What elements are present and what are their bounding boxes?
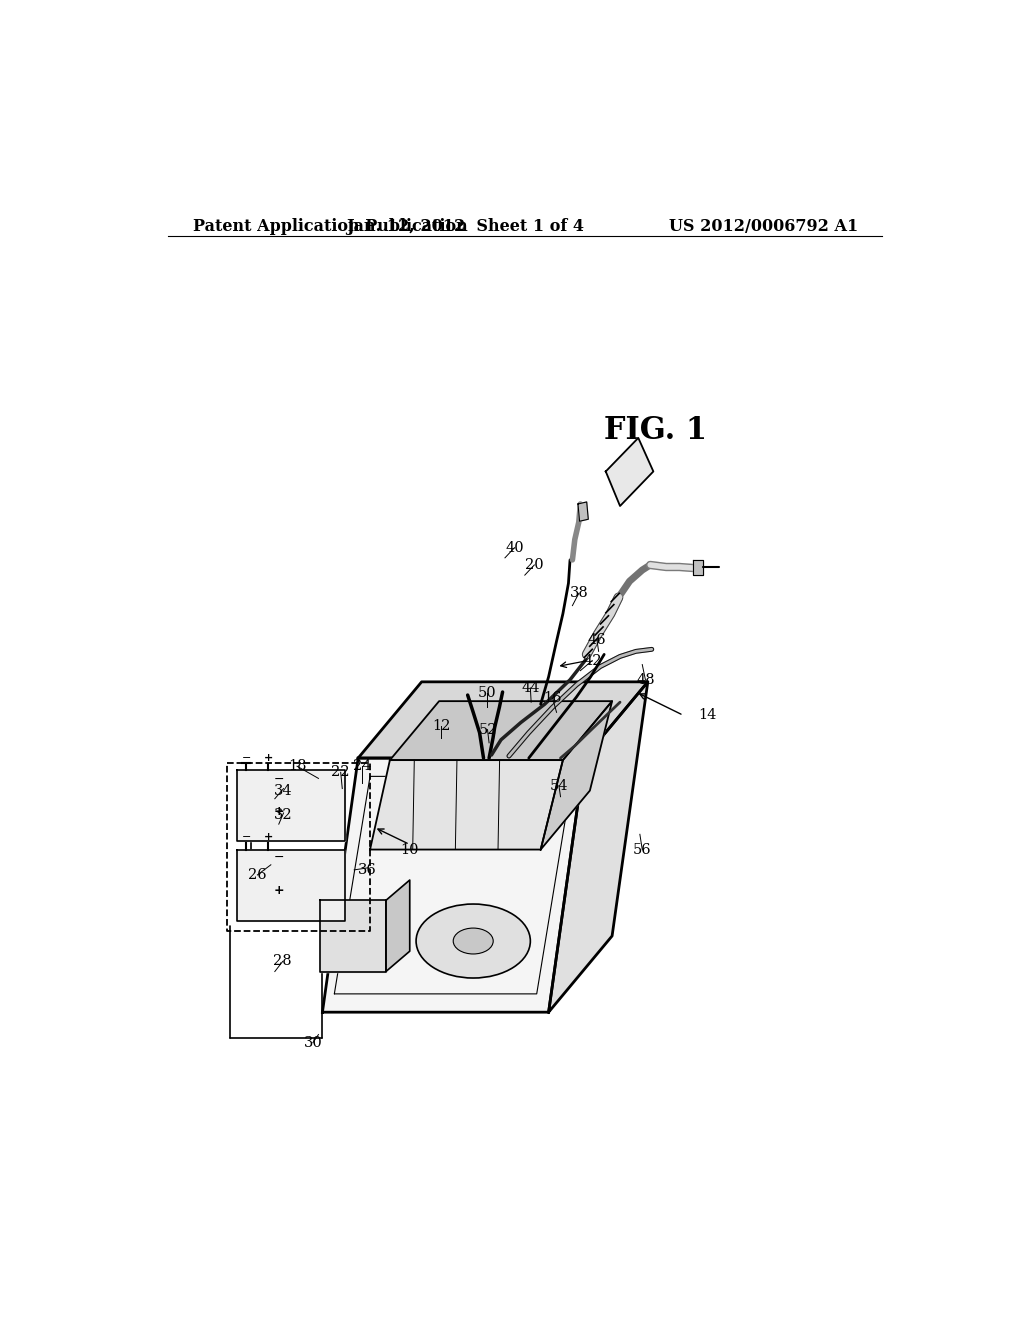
- Text: +: +: [264, 833, 273, 842]
- Text: 40: 40: [505, 541, 524, 554]
- Text: 24: 24: [353, 759, 372, 774]
- Text: 22: 22: [332, 766, 350, 779]
- Text: 50: 50: [477, 686, 496, 700]
- Text: 18: 18: [288, 759, 306, 774]
- Text: 42: 42: [583, 653, 601, 668]
- Text: +: +: [273, 805, 284, 818]
- Text: 14: 14: [698, 709, 717, 722]
- Polygon shape: [578, 502, 588, 521]
- Polygon shape: [549, 682, 648, 1012]
- Text: 44: 44: [521, 681, 540, 694]
- Text: −: −: [242, 833, 251, 842]
- Text: 34: 34: [274, 784, 293, 797]
- Text: −: −: [242, 754, 251, 763]
- Text: −: −: [273, 774, 284, 785]
- Text: 28: 28: [273, 954, 292, 969]
- Polygon shape: [323, 758, 585, 1012]
- Text: 20: 20: [525, 558, 544, 572]
- Text: 26: 26: [248, 869, 266, 882]
- Text: FIG. 1: FIG. 1: [604, 416, 708, 446]
- Ellipse shape: [416, 904, 530, 978]
- Text: Patent Application Publication: Patent Application Publication: [194, 218, 468, 235]
- Polygon shape: [370, 760, 563, 850]
- Text: 38: 38: [569, 586, 588, 601]
- Polygon shape: [321, 900, 386, 972]
- Text: 10: 10: [400, 842, 419, 857]
- Text: 36: 36: [358, 863, 377, 876]
- Text: 12: 12: [432, 718, 451, 733]
- Text: 52: 52: [478, 722, 497, 737]
- Text: 46: 46: [588, 634, 606, 647]
- Text: 54: 54: [550, 779, 568, 792]
- Polygon shape: [386, 880, 410, 972]
- Ellipse shape: [454, 928, 494, 954]
- Text: US 2012/0006792 A1: US 2012/0006792 A1: [669, 218, 858, 235]
- Polygon shape: [606, 438, 653, 506]
- Polygon shape: [541, 701, 612, 850]
- Polygon shape: [237, 771, 345, 841]
- Polygon shape: [358, 682, 648, 758]
- Text: 56: 56: [633, 842, 651, 857]
- Polygon shape: [390, 701, 612, 760]
- Text: +: +: [273, 883, 284, 896]
- Polygon shape: [693, 560, 703, 576]
- Text: 30: 30: [303, 1036, 323, 1049]
- Polygon shape: [237, 850, 345, 921]
- Text: Jan. 12, 2012  Sheet 1 of 4: Jan. 12, 2012 Sheet 1 of 4: [346, 218, 585, 235]
- Text: 48: 48: [636, 673, 654, 686]
- Text: 16: 16: [544, 692, 562, 705]
- Text: +: +: [264, 754, 273, 763]
- Text: 32: 32: [274, 808, 293, 822]
- Text: −: −: [273, 851, 284, 865]
